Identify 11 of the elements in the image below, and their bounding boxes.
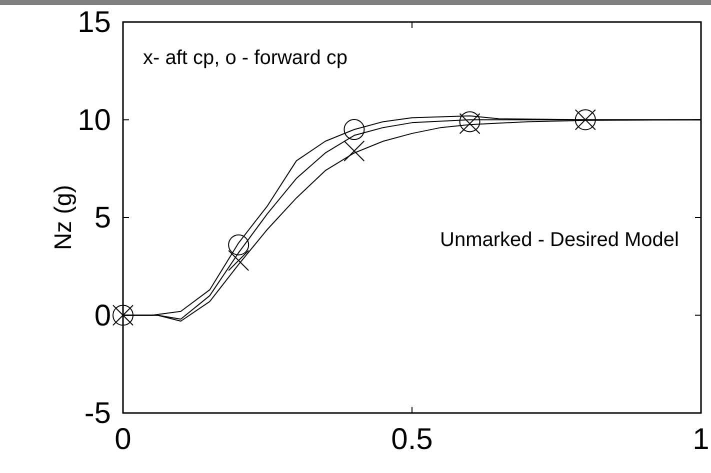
y-tick-label: 10 [78, 104, 111, 137]
y-tick-label: -5 [84, 397, 111, 430]
x-tick-label: 0 [114, 423, 132, 456]
y-axis-title: Nz (g) [50, 184, 77, 250]
x-tick-label: 0.5 [391, 423, 433, 456]
y-tick-label: 15 [78, 6, 111, 39]
x-tick-label: 1 [692, 423, 710, 456]
annotation: Unmarked - Desired Model [440, 229, 679, 251]
y-tick-label: 5 [94, 202, 111, 234]
y-tick-label: 0 [94, 299, 111, 332]
annotation: x- aft cp, o - forward cp [143, 47, 348, 69]
